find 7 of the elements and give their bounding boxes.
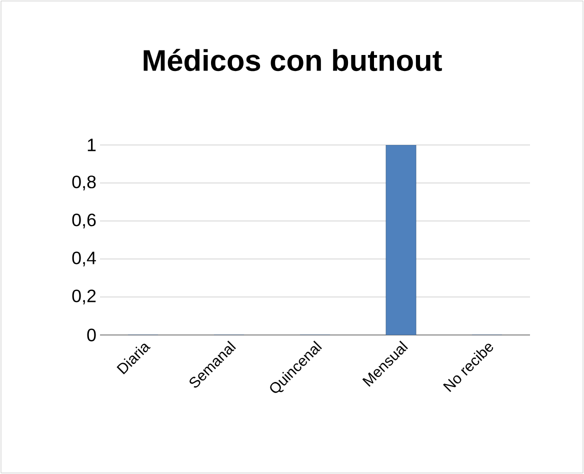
chart-title: Médicos con butnout bbox=[144, 48, 442, 72]
y-tick-label: 0 bbox=[87, 328, 96, 342]
y-tick-label: 0,4 bbox=[72, 252, 96, 266]
y-tick-label: 0,6 bbox=[72, 214, 96, 228]
y-tick-label: 0,8 bbox=[72, 176, 96, 190]
y-tick-label: 1 bbox=[88, 138, 96, 152]
y-tick-label: 0,2 bbox=[72, 290, 96, 304]
